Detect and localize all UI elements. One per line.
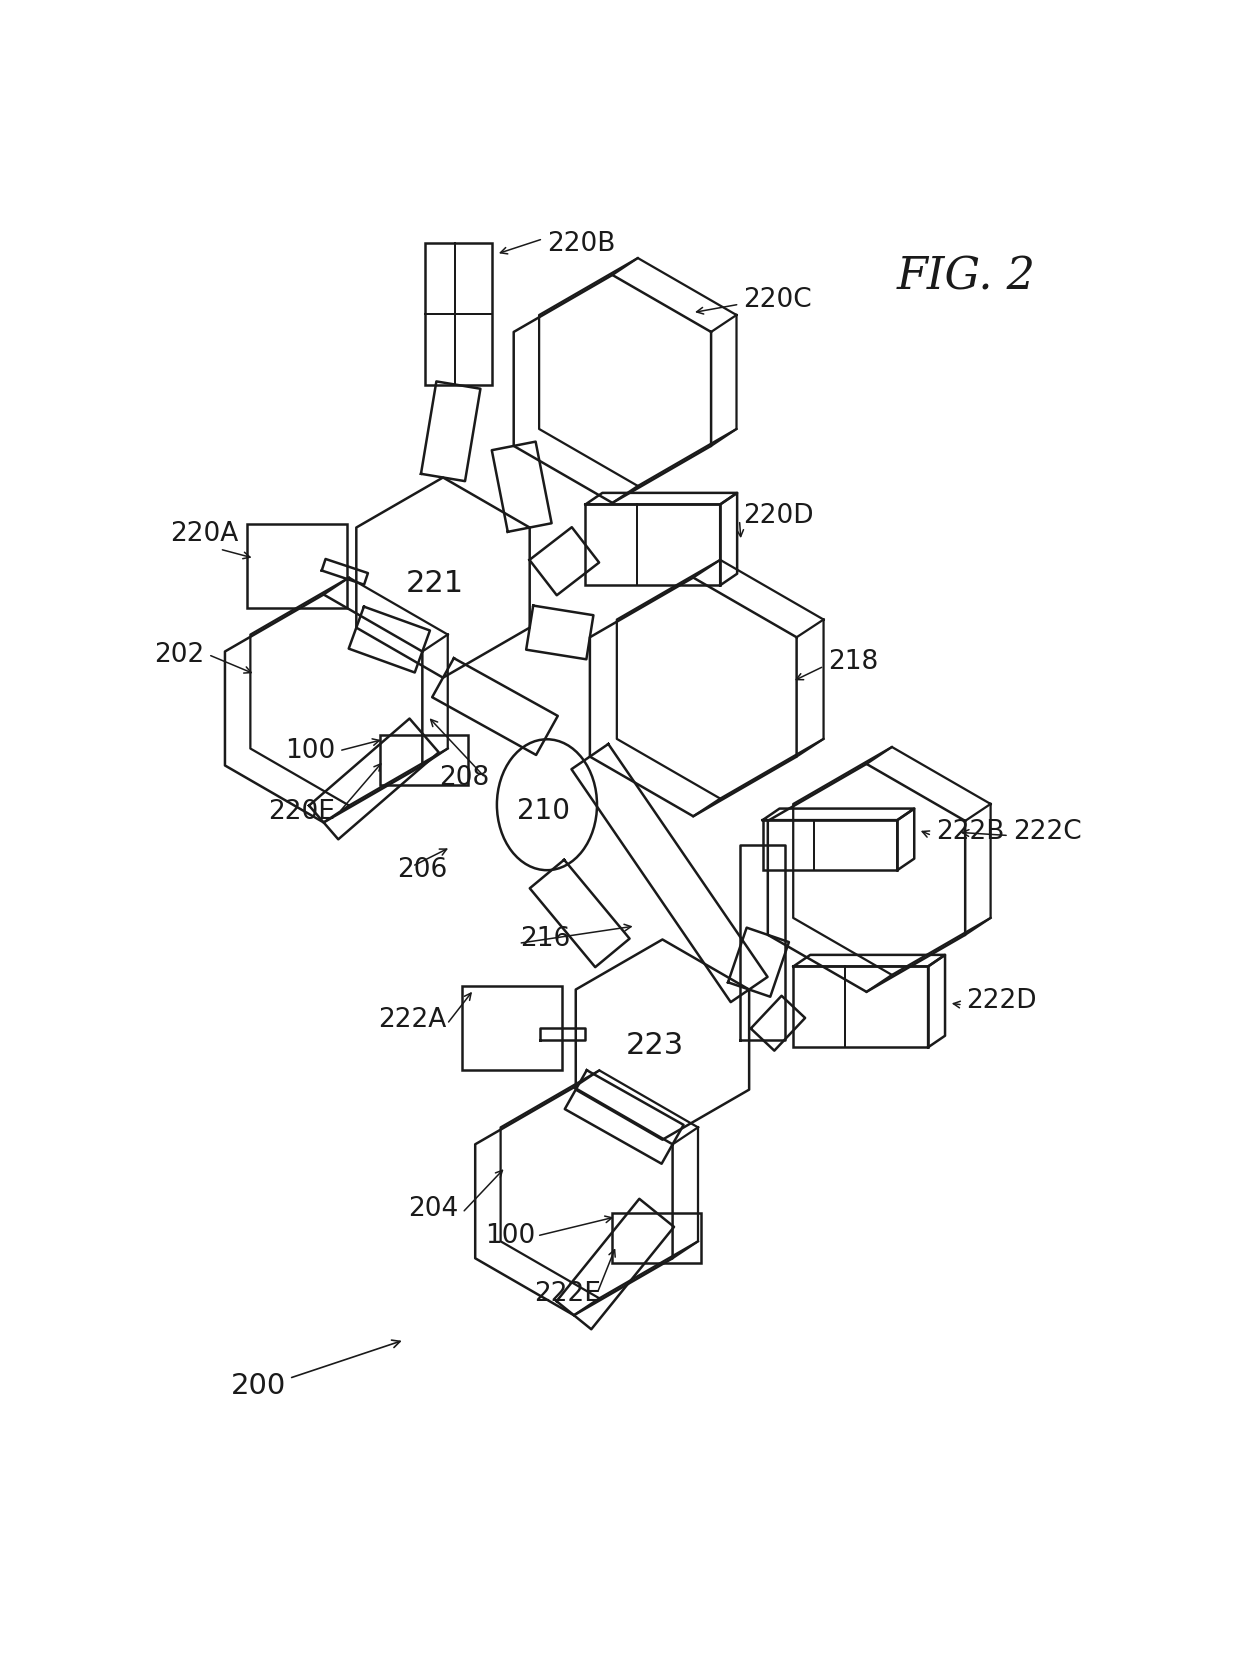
Text: 222E: 222E bbox=[534, 1280, 601, 1307]
Text: 208: 208 bbox=[439, 764, 490, 791]
Text: 206: 206 bbox=[397, 858, 448, 883]
Bar bbox=[463, 986, 563, 1070]
Text: 220D: 220D bbox=[743, 502, 813, 529]
Text: 220B: 220B bbox=[547, 230, 615, 257]
Bar bbox=[763, 819, 898, 870]
Text: 202: 202 bbox=[154, 641, 205, 668]
Bar bbox=[613, 1213, 701, 1263]
Text: 218: 218 bbox=[828, 649, 878, 676]
Text: 100: 100 bbox=[285, 738, 335, 764]
Text: 223: 223 bbox=[626, 1031, 684, 1060]
Text: FIG. 2: FIG. 2 bbox=[897, 255, 1037, 299]
Text: 200: 200 bbox=[231, 1372, 286, 1400]
Text: 222C: 222C bbox=[1013, 819, 1081, 845]
Bar bbox=[379, 736, 469, 786]
Text: 100: 100 bbox=[485, 1223, 536, 1248]
Text: 220C: 220C bbox=[743, 287, 812, 314]
Text: 204: 204 bbox=[408, 1197, 459, 1222]
Bar bbox=[794, 966, 928, 1046]
Text: 210: 210 bbox=[517, 796, 569, 824]
Bar bbox=[585, 504, 720, 586]
Text: 216: 216 bbox=[520, 926, 570, 953]
Bar bbox=[424, 242, 492, 386]
Bar bbox=[247, 524, 347, 609]
Text: 220A: 220A bbox=[170, 521, 238, 547]
Text: 222A: 222A bbox=[378, 1008, 446, 1033]
Text: 221: 221 bbox=[407, 569, 464, 598]
Text: 222B: 222B bbox=[936, 819, 1004, 845]
Text: 220E: 220E bbox=[268, 799, 335, 826]
Text: 222D: 222D bbox=[967, 988, 1037, 1015]
